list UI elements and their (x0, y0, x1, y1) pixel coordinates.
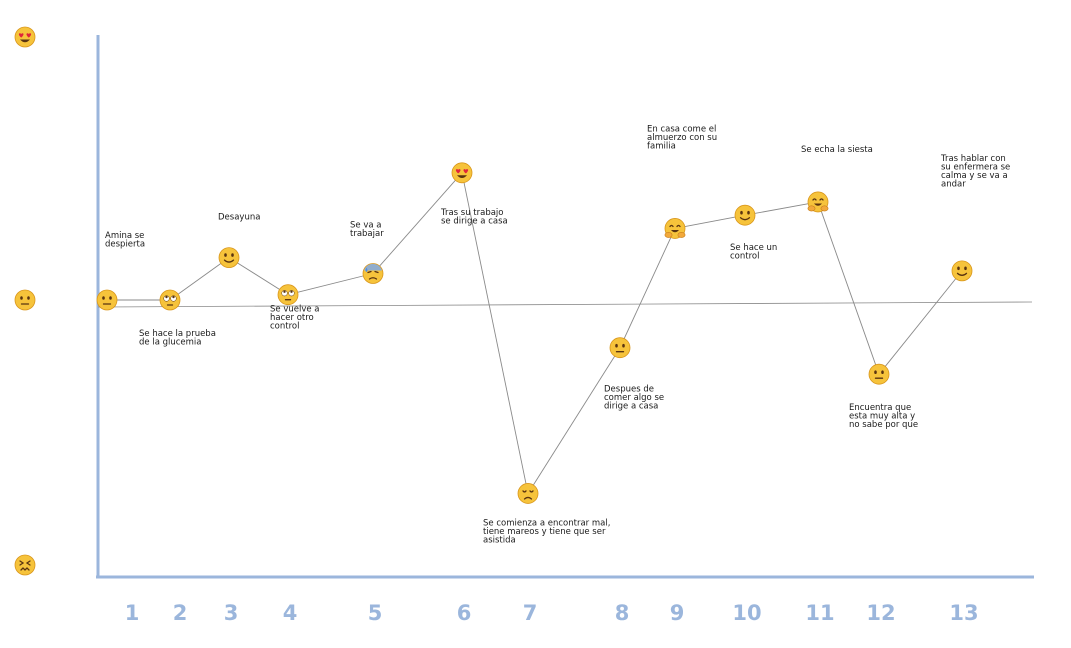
x-tick-label-2: 2 (173, 601, 188, 625)
point-7-disappointed-face-icon (517, 483, 539, 504)
annotation-9: En casa come el almuerzo con su familia (647, 124, 717, 151)
x-tick-label-4: 4 (283, 601, 298, 625)
point-4-rolling-eyes-face-icon (277, 284, 299, 306)
series-segment (619, 228, 676, 348)
annotation-10: Se hace un control (730, 243, 777, 262)
annotation-4: Se vuelve a hacer otro control (270, 305, 320, 332)
point-2-rolling-eyes-face-icon (159, 289, 181, 311)
annotation-12: Encuentra que esta muy alta y no sabe por … (849, 403, 918, 430)
point-6-heart-eyes-face-icon (451, 162, 473, 184)
x-tick-label-13: 13 (949, 601, 978, 625)
x-tick-label-7: 7 (523, 601, 538, 625)
x-tick-label-8: 8 (615, 601, 630, 625)
series-segment (527, 347, 621, 494)
series-segment (287, 273, 374, 296)
x-tick-label-6: 6 (457, 601, 472, 625)
point-5-anxious-sweat-face-icon (362, 263, 384, 284)
point-1-neutral-face-icon (96, 289, 118, 311)
point-13-slightly-smiling-face-icon (951, 260, 973, 282)
x-tick-label-12: 12 (866, 601, 895, 625)
x-tick-label-11: 11 (805, 601, 834, 625)
y-scale-icons (14, 26, 36, 576)
neutral-baseline (97, 301, 1033, 308)
series-segment (674, 214, 746, 229)
annotation-7: Se comienza a encontrar mal, tiene mareos… (483, 518, 610, 545)
point-8-neutral-face-icon (609, 337, 631, 359)
x-tick-label-9: 9 (670, 601, 685, 625)
annotation-2: Se hace la prueba de la glucemia (139, 329, 216, 348)
annotation-1: Amina se despierta (105, 231, 145, 250)
annotation-3: Desayuna (218, 213, 260, 223)
point-12-neutral-face-icon (868, 363, 890, 385)
x-tick-label-5: 5 (368, 601, 383, 625)
scale-confounded-face-icon (14, 554, 36, 576)
series-segment (878, 270, 963, 375)
series-segment (817, 201, 880, 375)
series-segment (169, 257, 230, 301)
axes (96, 35, 1034, 579)
series-lines (107, 172, 963, 494)
x-tick-label-1: 1 (125, 601, 140, 625)
x-tick-label-10: 10 (732, 601, 761, 625)
annotation-6: Tras su trabajo se dirige a casa (440, 208, 508, 227)
annotation-11: Se echa la siesta (801, 145, 873, 155)
point-3-slightly-smiling-face-icon (218, 247, 240, 269)
scale-neutral-face-icon (14, 289, 36, 311)
annotation-8: Despues de comer algo se dirige a casa (604, 385, 664, 412)
point-9-hugging-face-icon (664, 218, 686, 239)
series-segment (744, 201, 819, 216)
scale-heart-eyes-face-icon (14, 26, 36, 48)
series-segment (372, 172, 463, 274)
data-points (96, 162, 973, 504)
annotation-13: Tras hablar con su enfermera se calma y se… (940, 154, 1010, 190)
annotation-5: Se va a trabajar (350, 221, 384, 240)
annotations: Amina se despierta Se hace la prueba de la … (105, 124, 1010, 545)
x-tick-labels: 1 2 3 4 5 6 7 8 9 10 11 12 13 (125, 601, 979, 625)
series-segment (228, 257, 289, 296)
point-11-hugging-face-icon (807, 191, 829, 213)
point-10-slightly-smiling-face-icon (734, 204, 756, 226)
x-tick-label-3: 3 (224, 601, 239, 625)
series-segment (461, 172, 529, 494)
